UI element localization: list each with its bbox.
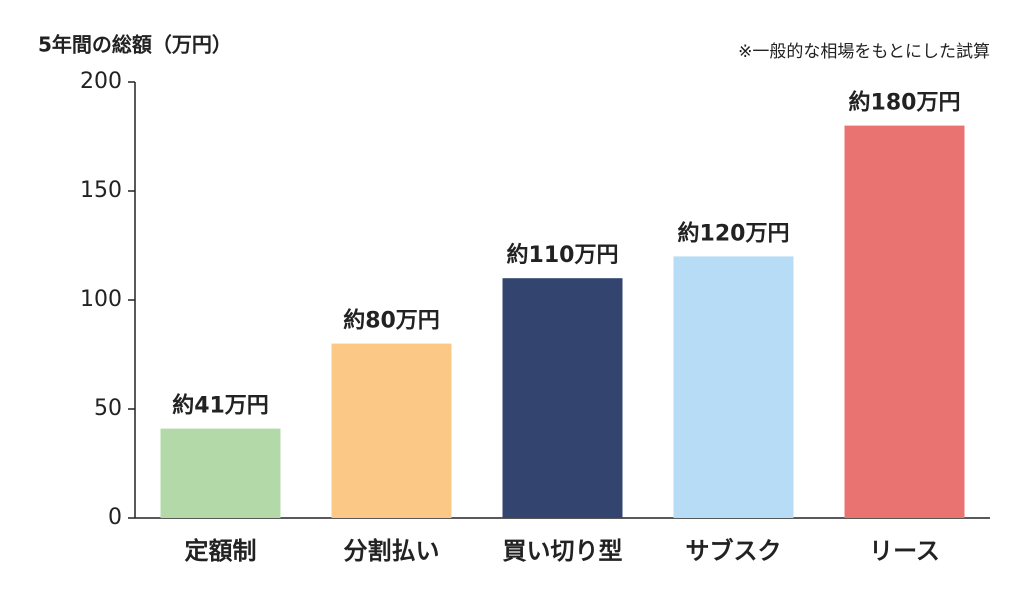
y-tick-label: 0 — [108, 505, 122, 530]
bar — [844, 125, 965, 518]
x-tick-label: 分割払い — [344, 537, 440, 565]
value-label: 約180万円 — [849, 90, 961, 116]
value-label: 約41万円 — [172, 393, 269, 419]
bar — [160, 428, 281, 518]
x-tick-label: 買い切り型 — [503, 537, 623, 565]
bar — [331, 343, 452, 518]
value-label: 約110万円 — [507, 242, 619, 268]
bar — [673, 256, 794, 518]
value-label: 約120万円 — [678, 220, 790, 246]
bar — [502, 278, 623, 518]
x-tick-label: リース — [869, 537, 940, 565]
annotation: ※一般的な相場をもとにした試算 — [738, 42, 990, 62]
x-tick-label: サブスク — [686, 537, 782, 565]
y-tick-label: 200 — [80, 69, 122, 94]
chart-title: 5年間の総額（万円） — [38, 33, 232, 57]
y-tick-label: 150 — [80, 178, 122, 203]
y-tick-label: 50 — [94, 396, 122, 421]
value-label: 約80万円 — [343, 308, 440, 334]
x-tick-label: 定額制 — [185, 537, 257, 565]
y-tick-label: 100 — [80, 287, 122, 312]
